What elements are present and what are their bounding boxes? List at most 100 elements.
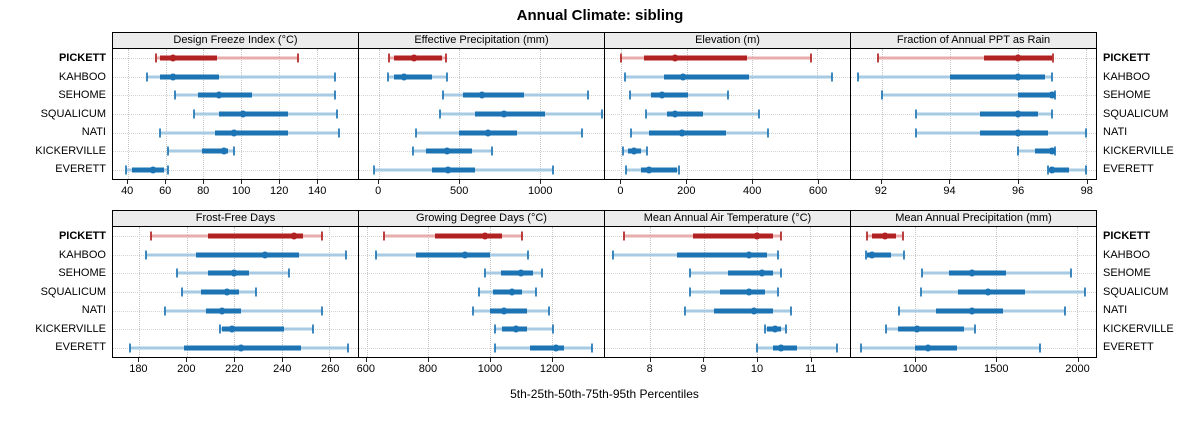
series-squalicum-mean-annual-air-temperature-c-band-25-75 bbox=[719, 289, 765, 295]
series-pickett-mean-annual-air-temperature-c-band-25-75 bbox=[692, 233, 773, 239]
x-tick-label: 600 bbox=[356, 363, 375, 375]
series-kahboo-design-freeze-index-c-cap-p95 bbox=[334, 72, 337, 82]
panel-growing-degree-days-c: Growing Degree Days (°C) 600 800 1000 1200 bbox=[356, 210, 605, 382]
series-kickerville-effective-precipitation-mm-cap-p5 bbox=[411, 146, 414, 156]
x-tick-label: 100 bbox=[232, 185, 251, 197]
series-kickerville-design-freeze-index-c-cap-p5 bbox=[166, 146, 169, 156]
series-everett-fraction-of-annual-ppt-as-rain-band-25-75 bbox=[1050, 167, 1069, 173]
series-squalicum-mean-annual-air-temperature-c-median-dot bbox=[745, 288, 753, 296]
x-tick-label: 60 bbox=[159, 185, 172, 197]
x-tick-mark bbox=[1077, 358, 1079, 362]
series-sehome-effective-precipitation-mm-band-25-75 bbox=[462, 92, 524, 98]
x-tick-mark bbox=[365, 358, 367, 362]
gridline-horizontal bbox=[851, 236, 1096, 238]
x-tick-mark bbox=[427, 358, 429, 362]
station-label-kickerville: KICKERVILLE bbox=[35, 144, 106, 157]
series-kahboo-fraction-of-annual-ppt-as-rain-median-dot bbox=[1014, 73, 1022, 81]
series-everett-mean-annual-air-temperature-c-band-25-75 bbox=[772, 345, 797, 351]
series-pickett-elevation-m-cap-p95 bbox=[809, 53, 812, 63]
x-tick-label: 8 bbox=[646, 363, 653, 375]
x-tick-mark bbox=[949, 180, 951, 184]
station-label-pickett: PICKETT bbox=[58, 52, 106, 64]
series-pickett-growing-degree-days-c-cap-p5 bbox=[382, 231, 385, 241]
series-kahboo-fraction-of-annual-ppt-as-rain-cap-p95 bbox=[1050, 72, 1053, 82]
series-squalicum-fraction-of-annual-ppt-as-rain-cap-p95 bbox=[1050, 109, 1053, 119]
series-sehome-mean-annual-air-temperature-c-band-25-75 bbox=[727, 270, 773, 276]
panel-plot-elevation-m bbox=[604, 49, 851, 180]
series-squalicum-fraction-of-annual-ppt-as-rain-median-dot bbox=[1014, 110, 1022, 118]
x-tick-mark bbox=[757, 358, 759, 362]
series-nati-design-freeze-index-c-band-25-75 bbox=[214, 130, 289, 136]
series-pickett-mean-annual-precipitation-mm-cap-p95 bbox=[902, 231, 905, 241]
series-kahboo-fraction-of-annual-ppt-as-rain-cap-p5 bbox=[856, 72, 859, 82]
series-everett-effective-precipitation-mm-cap-p5 bbox=[373, 165, 376, 175]
x-tick-mark bbox=[138, 358, 140, 362]
series-kickerville-mean-annual-precipitation-mm-cap-p95 bbox=[974, 324, 977, 334]
series-kickerville-mean-annual-precipitation-mm-band-25-75 bbox=[897, 326, 964, 332]
panel-frost-free-days: Frost-Free Days 180 200 220 240 260 bbox=[112, 210, 359, 382]
x-tick-mark bbox=[620, 180, 622, 184]
panel-plot-frost-free-days bbox=[112, 227, 359, 358]
series-kickerville-design-freeze-index-c-cap-p95 bbox=[232, 146, 235, 156]
series-sehome-design-freeze-index-c-median-dot bbox=[215, 91, 223, 99]
series-everett-design-freeze-index-c-median-dot bbox=[149, 166, 157, 174]
series-sehome-mean-annual-air-temperature-c-cap-p5 bbox=[689, 268, 692, 278]
x-tick-mark bbox=[649, 358, 651, 362]
station-label-kahboo: KAHBOO bbox=[1103, 248, 1151, 261]
series-squalicum-design-freeze-index-c-cap-p95 bbox=[336, 109, 339, 119]
panel-mean-annual-air-temperature-c: Mean Annual Air Temperature (°C) 8 9 10 11 bbox=[604, 210, 851, 382]
series-squalicum-elevation-m-cap-p5 bbox=[644, 109, 647, 119]
x-tick-label: 260 bbox=[321, 363, 340, 375]
series-nati-effective-precipitation-mm-cap-p5 bbox=[415, 128, 418, 138]
series-nati-effective-precipitation-mm-cap-p95 bbox=[580, 128, 583, 138]
series-kahboo-frost-free-days-median-dot bbox=[261, 251, 269, 259]
x-tick-label: 800 bbox=[418, 363, 438, 375]
series-everett-fraction-of-annual-ppt-as-rain-median-dot bbox=[1048, 166, 1056, 174]
series-kickerville-elevation-m-median-dot bbox=[630, 147, 638, 155]
gridline-horizontal bbox=[851, 254, 1096, 256]
series-sehome-design-freeze-index-c-cap-p95 bbox=[334, 90, 337, 100]
x-tick-label: 500 bbox=[450, 185, 469, 197]
station-label-squalicum: SQUALICUM bbox=[1103, 107, 1169, 120]
series-kahboo-effective-precipitation-mm-band-25-75 bbox=[393, 74, 433, 80]
panel-axis-frost-free-days: 180 200 220 240 260 bbox=[112, 358, 359, 382]
series-pickett-mean-annual-precipitation-mm-median-dot bbox=[881, 232, 889, 240]
series-kahboo-design-freeze-index-c-range-5-95 bbox=[146, 75, 336, 79]
series-pickett-design-freeze-index-c-cap-p5 bbox=[155, 53, 158, 63]
series-kahboo-growing-degree-days-c-cap-p95 bbox=[527, 250, 530, 260]
series-kahboo-elevation-m-median-dot bbox=[679, 73, 687, 81]
series-sehome-elevation-m-median-dot bbox=[658, 91, 666, 99]
station-label-squalicum: SQUALICUM bbox=[40, 107, 106, 120]
panel-elevation-m: Elevation (m) 0 200 400 600 bbox=[604, 32, 851, 204]
series-everett-growing-degree-days-c-band-25-75 bbox=[530, 345, 564, 351]
series-pickett-fraction-of-annual-ppt-as-rain-cap-p5 bbox=[877, 53, 880, 63]
x-tick-mark bbox=[686, 180, 688, 184]
station-label-everett: EVERETT bbox=[1103, 163, 1154, 176]
series-squalicum-mean-annual-precipitation-mm-cap-p95 bbox=[1083, 287, 1086, 297]
series-kahboo-mean-annual-precipitation-mm-cap-p95 bbox=[903, 250, 906, 260]
x-tick-label: 600 bbox=[808, 185, 828, 197]
x-tick-mark bbox=[1086, 180, 1088, 184]
series-kahboo-mean-annual-precipitation-mm-median-dot bbox=[868, 251, 876, 259]
series-kahboo-effective-precipitation-mm-median-dot bbox=[400, 73, 408, 81]
series-pickett-mean-annual-air-temperature-c-cap-p5 bbox=[622, 231, 625, 241]
series-pickett-frost-free-days-cap-p95 bbox=[321, 231, 324, 241]
series-kickerville-fraction-of-annual-ppt-as-rain-median-dot bbox=[1048, 147, 1056, 155]
series-squalicum-effective-precipitation-mm-band-25-75 bbox=[475, 111, 545, 117]
series-squalicum-design-freeze-index-c-band-25-75 bbox=[218, 111, 289, 117]
x-tick-mark bbox=[241, 180, 243, 184]
station-label-squalicum: SQUALICUM bbox=[40, 285, 106, 298]
series-kickerville-mean-annual-precipitation-mm-cap-p5 bbox=[885, 324, 888, 334]
series-sehome-frost-free-days-cap-p95 bbox=[288, 268, 291, 278]
panel-design-freeze-index-c: Design Freeze Index (°C) 40 60 80 100 120 140 bbox=[112, 32, 359, 204]
series-kickerville-frost-free-days-cap-p95 bbox=[311, 324, 314, 334]
series-everett-growing-degree-days-c-cap-p5 bbox=[493, 343, 496, 353]
panel-effective-precipitation-mm: Effective Precipitation (mm) 0 500 1000 bbox=[358, 32, 605, 204]
panel-row-2: PICKETT KAHBOO SEHOME SQUALICUM NATI KICKERVI… bbox=[0, 210, 1200, 382]
series-nati-mean-annual-air-temperature-c-cap-p95 bbox=[790, 306, 793, 316]
gridline-horizontal bbox=[605, 151, 850, 153]
series-pickett-growing-degree-days-c-cap-p95 bbox=[521, 231, 524, 241]
x-tick-label: 240 bbox=[273, 363, 292, 375]
series-pickett-effective-precipitation-mm-median-dot bbox=[410, 54, 418, 62]
series-kickerville-design-freeze-index-c-range-5-95 bbox=[167, 149, 234, 153]
